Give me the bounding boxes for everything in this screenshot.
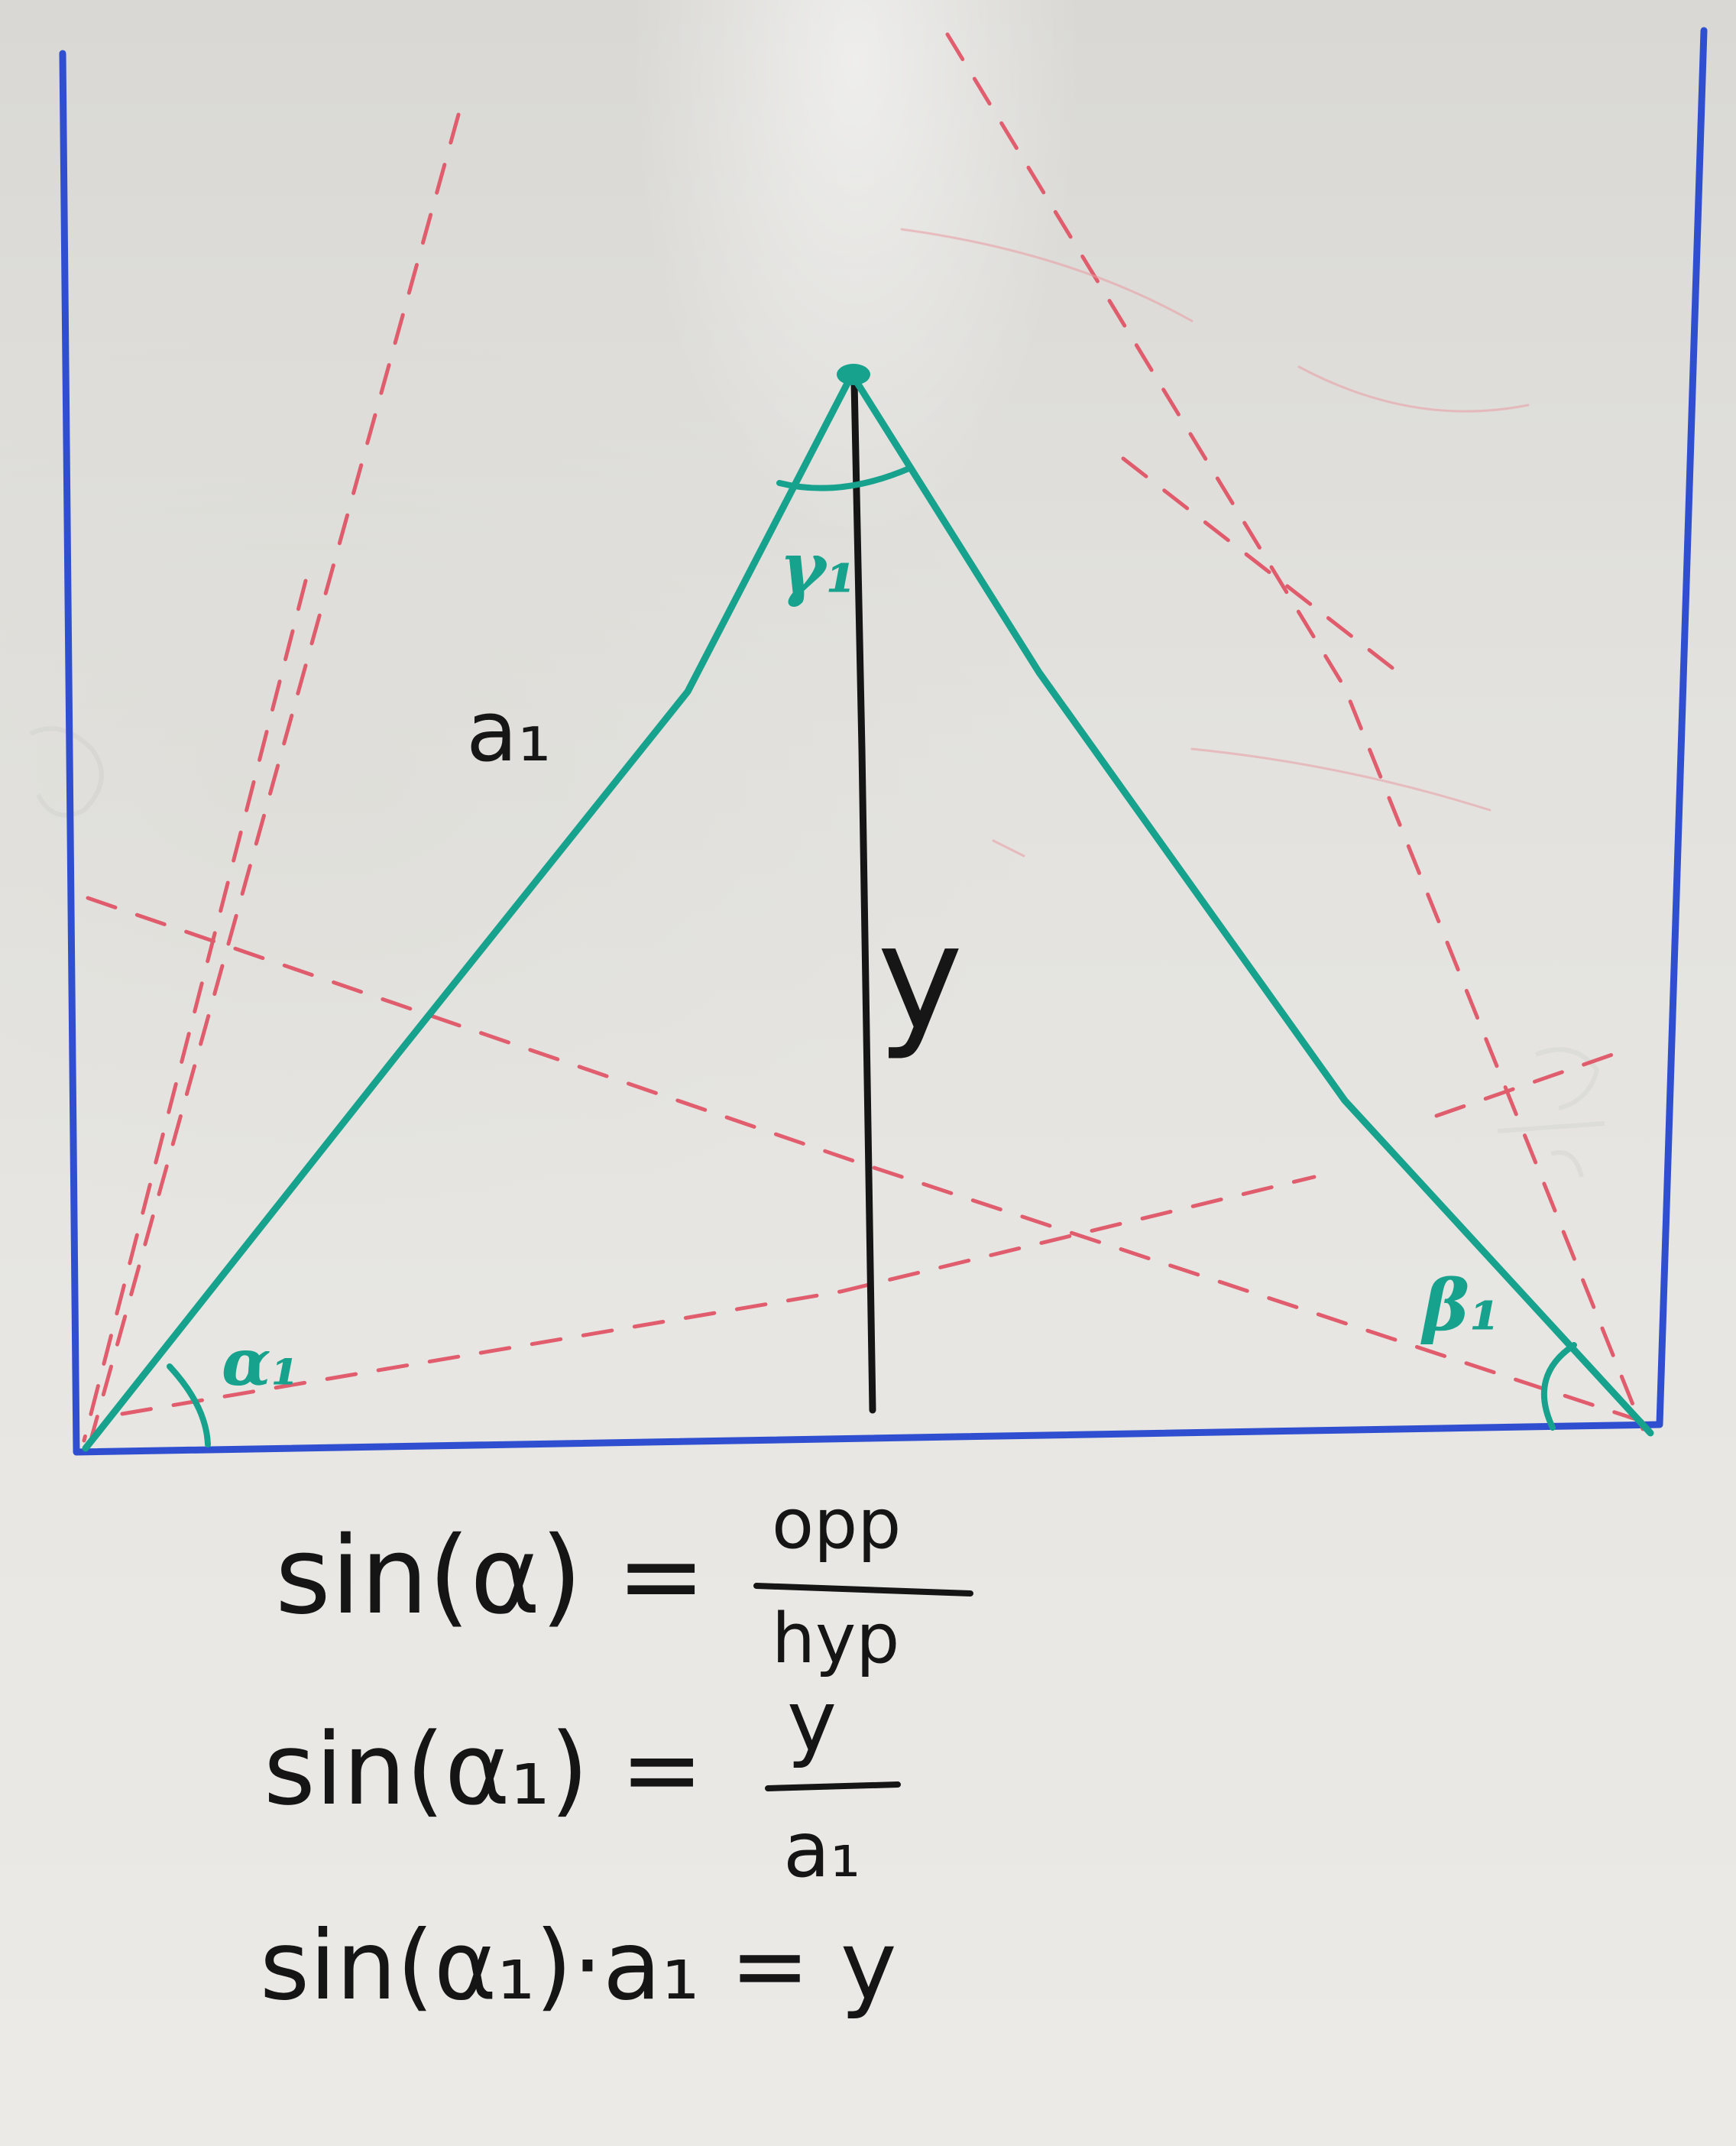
beta-arc — [1540, 1342, 1577, 1431]
alpha-arc — [167, 1363, 211, 1447]
eq1-left: sin(α) = — [275, 1514, 706, 1639]
eq2-numerator: y — [787, 1672, 837, 1770]
dashed-line-cross-down — [86, 896, 1645, 1424]
equation-1: sin(α) = opp hyp — [275, 1484, 973, 1679]
dashed-line-left-inner — [82, 579, 308, 1443]
equation-3: sin(α₁)·a₁ = y — [260, 1911, 897, 2021]
dashed-construction-lines — [82, 32, 1645, 1443]
angle-label-alpha: α₁ — [222, 1324, 299, 1400]
height-segment — [850, 378, 876, 1414]
erased-marks — [29, 726, 1605, 1178]
dashed-line-right-steep — [945, 32, 1645, 1431]
eq1-numerator: opp — [772, 1484, 901, 1564]
dashed-line-right-short — [1121, 456, 1401, 675]
angle-label-gamma: γ₁ — [779, 527, 857, 609]
angle-label-beta: β₁ — [1420, 1264, 1500, 1347]
blue-frame — [59, 27, 1708, 1456]
faint-mark — [1190, 747, 1491, 812]
height-label-y: y — [877, 893, 963, 1062]
height-line — [850, 378, 876, 1414]
erased-mark — [1550, 1150, 1584, 1178]
dashed-line-right-stub — [1434, 1052, 1615, 1118]
eq1-denominator: hyp — [772, 1599, 899, 1679]
equation-2: sin(α₁) = y a₁ — [264, 1672, 901, 1895]
erased-mark — [1534, 1047, 1600, 1110]
side-label-a1: a₁ — [466, 682, 552, 780]
dashed-line-left-steep — [89, 112, 461, 1439]
faint-mark — [992, 839, 1025, 857]
erased-mark — [29, 726, 104, 818]
eq2-denominator: a₁ — [783, 1805, 860, 1895]
eq2-fraction-bar — [765, 1781, 901, 1791]
gamma-arc — [776, 465, 914, 491]
apex-dot — [837, 364, 870, 385]
eq1-fraction-bar — [753, 1583, 973, 1597]
faint-red-marks — [900, 228, 1530, 857]
dashed-line-cross-up — [120, 1175, 1317, 1416]
erased-mark — [1497, 1121, 1605, 1133]
faint-mark — [1297, 365, 1530, 413]
triangle — [82, 364, 1654, 1452]
frame-line — [59, 27, 1708, 1456]
faint-mark — [900, 228, 1194, 323]
eq3-text: sin(α₁)·a₁ = y — [260, 1911, 897, 2021]
eq2-left: sin(α₁) = — [264, 1711, 704, 1827]
